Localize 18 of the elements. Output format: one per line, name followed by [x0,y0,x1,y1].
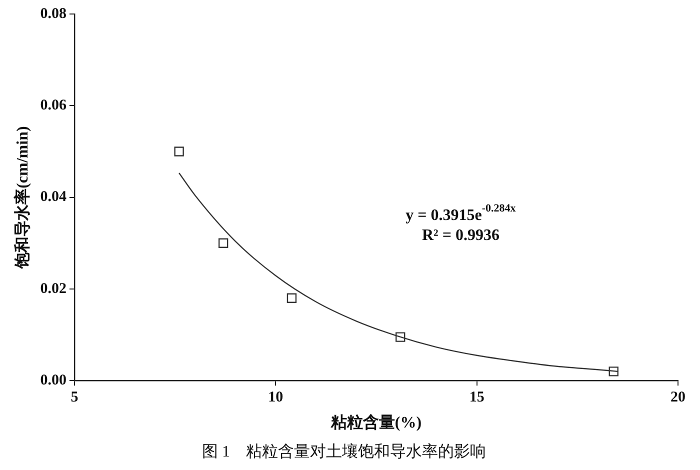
annotation: R² = 0.9936 [422,226,500,244]
point [174,146,184,156]
y-tick-label: 0.04 [40,189,67,206]
x-axis-title: 粘粒含量(%) [330,413,422,432]
text: 图 1 粘粒含量对土壤饱和导水率的影响 [202,442,486,461]
y-tick-label: 0.00 [40,372,66,388]
y-axis-title: 饱和导水率(cm/min) [12,126,32,270]
point [608,366,618,376]
point [218,238,228,248]
point [286,293,297,303]
x-tick-label: 5 [70,389,78,406]
y-tick-label: 0.06 [40,98,67,114]
point [396,332,406,342]
x-tick-label: 20 [670,389,686,406]
y-tick-label: 0.08 [40,6,66,22]
y-tick-label: 0.02 [40,280,66,297]
x-tick-label: 15 [469,389,484,406]
x-tick-label: 10 [268,389,284,406]
